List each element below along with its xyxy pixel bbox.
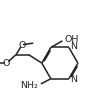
Text: NH₂: NH₂ xyxy=(21,81,38,90)
Text: O: O xyxy=(18,41,26,50)
Text: OH: OH xyxy=(64,35,78,44)
Text: O: O xyxy=(3,59,10,68)
Text: N: N xyxy=(70,43,77,52)
Text: N: N xyxy=(70,75,77,84)
